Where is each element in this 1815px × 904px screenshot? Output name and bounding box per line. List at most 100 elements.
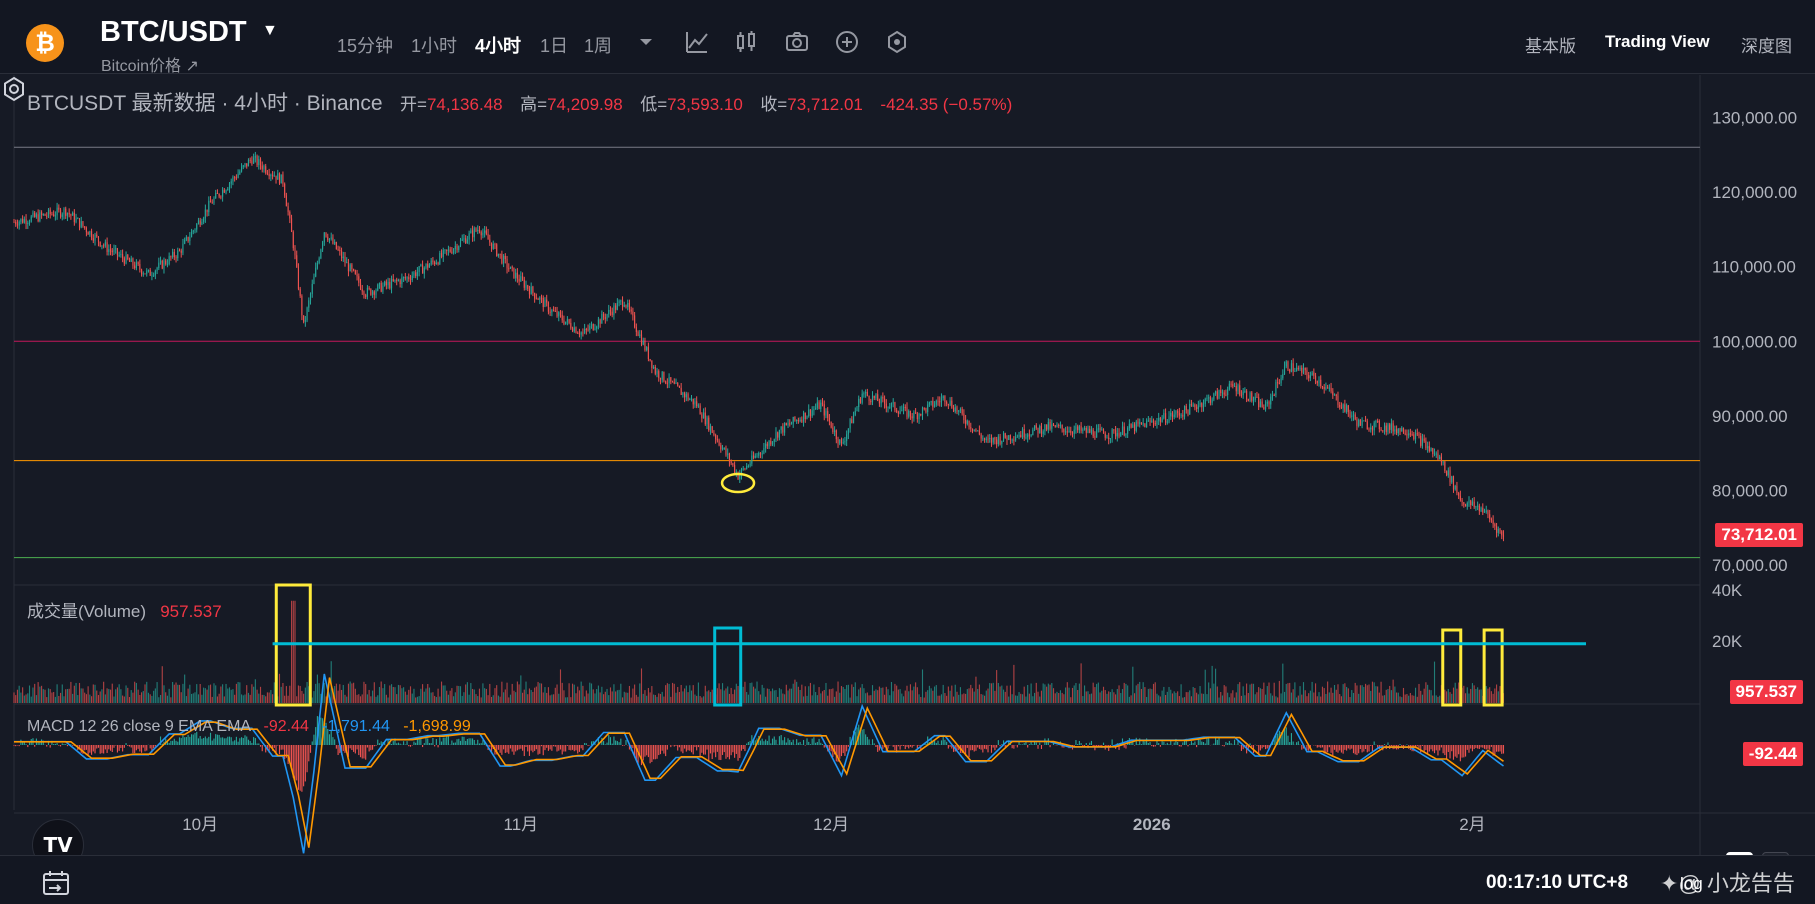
volume-bar bbox=[865, 693, 867, 703]
symbol-dropdown-icon[interactable]: ▼ bbox=[262, 22, 278, 39]
candle-body bbox=[1102, 429, 1105, 434]
candle-body bbox=[1221, 392, 1224, 394]
macd-hist-bar bbox=[1037, 745, 1039, 749]
macd-hist-bar bbox=[335, 745, 337, 749]
candle-body bbox=[1440, 456, 1442, 462]
macd-hist-bar bbox=[347, 745, 350, 757]
volume-bar bbox=[477, 696, 479, 703]
candle-body bbox=[1313, 372, 1315, 376]
volume-bar bbox=[1211, 665, 1213, 703]
volume-bar bbox=[101, 689, 103, 703]
indicator-chart-icon[interactable] bbox=[683, 28, 711, 56]
volume-bar bbox=[601, 686, 603, 703]
candle-body bbox=[270, 174, 272, 177]
macd-hist-bar bbox=[530, 745, 532, 751]
macd-hist-bar bbox=[125, 743, 127, 745]
candle-body bbox=[347, 262, 350, 272]
add-circle-icon[interactable] bbox=[833, 28, 861, 56]
candle-body bbox=[128, 259, 131, 262]
volume-bar bbox=[1487, 688, 1489, 703]
volume-bar bbox=[201, 694, 203, 703]
macd-hist-bar bbox=[965, 745, 967, 756]
volume-bar bbox=[256, 689, 258, 703]
volume-bar bbox=[373, 682, 375, 703]
candle-body bbox=[604, 317, 606, 319]
macd-hist-bar bbox=[199, 735, 201, 745]
chart-settings-icon[interactable] bbox=[0, 75, 28, 103]
candle-body bbox=[1252, 400, 1255, 402]
top-toolbar: ₿ BTC/USDT ▼ Bitcoin价格 ↗ 15分钟 1小时 4小时 1日… bbox=[0, 0, 1815, 75]
candle-body bbox=[725, 447, 727, 455]
macd-hist-bar bbox=[1342, 745, 1344, 754]
chart-area[interactable]: 130,000.00 120,000.00 110,000.00 100,000.00… bbox=[0, 75, 1815, 904]
volume-bar bbox=[259, 686, 262, 703]
volume-bar bbox=[158, 697, 160, 703]
volume-bar bbox=[1409, 692, 1411, 703]
volume-bar bbox=[1073, 685, 1075, 703]
symbol-subtitle-link[interactable]: Bitcoin价格 ↗ bbox=[101, 58, 199, 75]
view-basic-button[interactable]: 基本版 bbox=[1525, 37, 1576, 56]
settings-hex-icon[interactable] bbox=[883, 28, 911, 56]
candle-body bbox=[1480, 507, 1482, 512]
chart-canvas[interactable]: 130,000.00120,000.00110,000.00100,000.00… bbox=[0, 75, 1815, 855]
macd-hist-bar bbox=[573, 745, 575, 752]
macd-hist-bar bbox=[111, 745, 113, 753]
volume-bar bbox=[656, 696, 658, 703]
calendar-goto-icon[interactable] bbox=[40, 868, 72, 898]
candle-body bbox=[1377, 420, 1379, 422]
candle-type-icon[interactable] bbox=[732, 28, 760, 56]
macd-hist-bar bbox=[1333, 745, 1336, 750]
candle-body bbox=[608, 309, 610, 315]
volume-bar bbox=[796, 681, 798, 703]
candle-body bbox=[1216, 391, 1218, 399]
timeframe-1h[interactable]: 1小时 bbox=[411, 36, 458, 56]
macd-hist-bar bbox=[1446, 745, 1448, 760]
timeframe-1d[interactable]: 1日 bbox=[540, 36, 569, 56]
macd-hist-bar bbox=[1011, 745, 1013, 749]
candle-body bbox=[506, 259, 508, 269]
symbol-title[interactable]: BTC/USDT bbox=[100, 16, 247, 48]
macd-hist-bar bbox=[673, 745, 675, 747]
candle-body bbox=[1111, 429, 1113, 439]
view-tradingview-button[interactable]: Trading View bbox=[1605, 32, 1710, 51]
candle-body bbox=[261, 165, 263, 170]
volume-bar bbox=[85, 694, 87, 703]
volume-bar bbox=[694, 694, 696, 703]
volume-bar bbox=[725, 688, 727, 703]
volume-bar bbox=[587, 693, 589, 703]
macd-hist-bar bbox=[799, 741, 801, 745]
macd-hist-bar bbox=[253, 737, 255, 745]
timeframe-1w[interactable]: 1周 bbox=[584, 36, 613, 56]
time-axis-label: 10月 bbox=[182, 815, 218, 834]
candle-body bbox=[566, 319, 568, 322]
macd-hist-bar bbox=[852, 730, 855, 745]
view-depth-button[interactable]: 深度图 bbox=[1741, 37, 1792, 56]
candle-body bbox=[196, 224, 198, 230]
candle-body bbox=[1439, 456, 1441, 460]
candle-body bbox=[91, 231, 93, 239]
camera-icon[interactable] bbox=[783, 28, 811, 56]
volume-bar bbox=[485, 688, 487, 703]
candle-body bbox=[342, 256, 344, 259]
macd-hist-bar bbox=[556, 745, 558, 752]
candle-body bbox=[623, 305, 625, 307]
volume-bar bbox=[1113, 692, 1115, 703]
macd-hist-bar bbox=[887, 745, 889, 749]
macd-hist-bar bbox=[316, 716, 318, 745]
candle-body bbox=[399, 280, 401, 285]
utc-clock[interactable]: 00:17:10 UTC+8 bbox=[1486, 872, 1629, 893]
volume-bar bbox=[353, 682, 355, 703]
timeframe-4h[interactable]: 4小时 bbox=[475, 36, 522, 56]
candle-body bbox=[485, 230, 487, 235]
macd-hist-bar bbox=[1165, 744, 1167, 745]
log-toggle[interactable]: log bbox=[1680, 874, 1703, 893]
candle-body bbox=[303, 315, 305, 322]
timeframe-15m[interactable]: 15分钟 bbox=[337, 36, 394, 56]
volume-bar bbox=[792, 683, 794, 703]
candle-body bbox=[1196, 407, 1198, 409]
volume-bar bbox=[1420, 690, 1422, 703]
timeframe-dropdown-icon[interactable] bbox=[632, 28, 660, 56]
volume-bar bbox=[1066, 682, 1068, 703]
volume-bar bbox=[372, 690, 374, 703]
volume-bar bbox=[444, 685, 446, 703]
